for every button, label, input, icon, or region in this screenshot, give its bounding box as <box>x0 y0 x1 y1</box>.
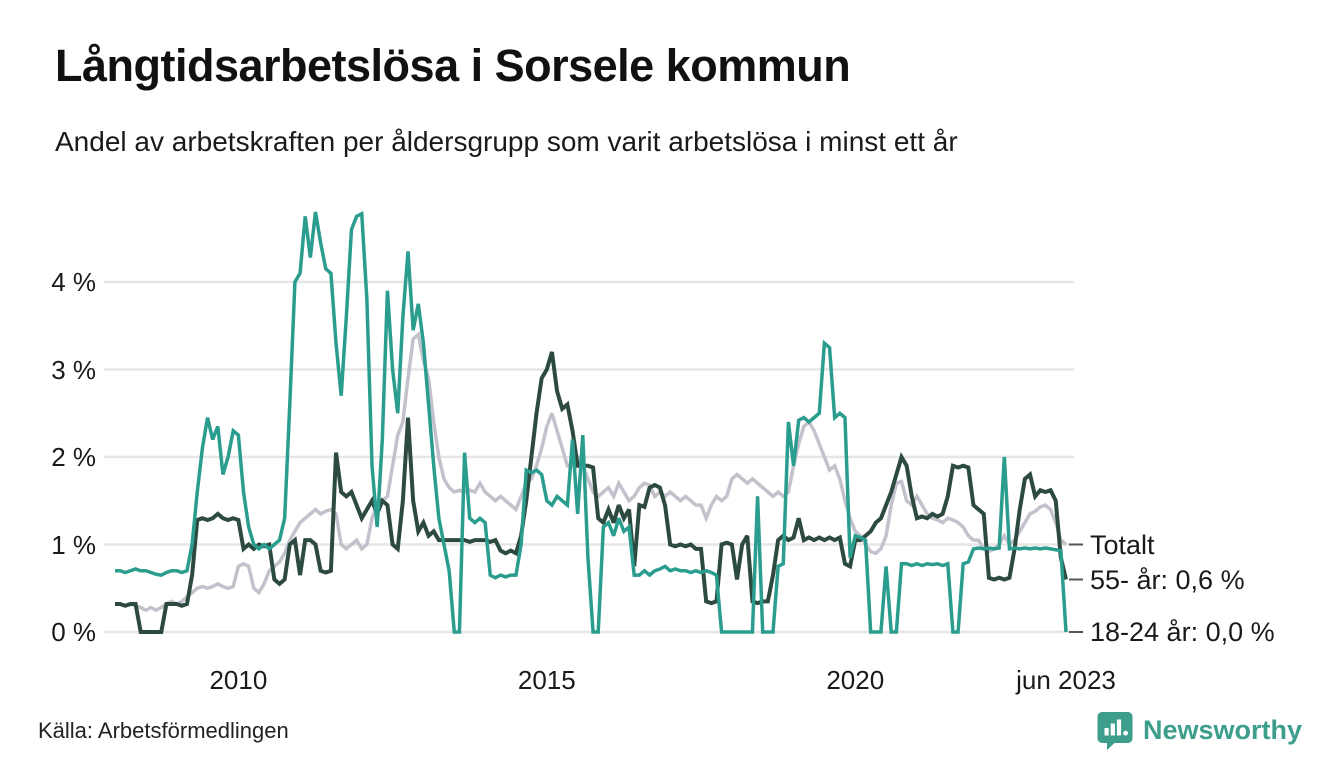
y-axis-tick-label: 1 % <box>51 529 96 560</box>
x-axis-tick-label: jun 2023 <box>1016 665 1116 695</box>
x-axis-tick-label: 2020 <box>826 665 885 695</box>
series-line-18-24-r <box>115 210 1068 634</box>
y-axis-tick-label: 4 % <box>51 267 96 297</box>
x-axis-tick-label: 2015 <box>517 665 576 695</box>
series-line-55-r <box>115 351 1068 634</box>
y-axis-tick-label: 3 % <box>51 354 96 385</box>
page-title: Långtidsarbetslösa i Sorsele kommun <box>55 40 851 91</box>
series-end-label-totalt: Totalt <box>1090 529 1155 560</box>
y-axis-tick-label: 0 % <box>51 617 96 647</box>
series-end-label-55: 55- år: 0,6 % <box>1090 564 1245 595</box>
newsworthy-logo-icon <box>1096 710 1134 750</box>
series-line-totalt <box>115 331 1068 613</box>
newsworthy-brand: Newsworthy <box>1096 710 1302 750</box>
newsworthy-brand-text: Newsworthy <box>1142 714 1302 745</box>
chart-subtitle: Andel av arbetskraften per åldersgrupp s… <box>55 126 958 157</box>
series-end-label-18-24: 18-24 år: 0,0 % <box>1090 617 1275 647</box>
source-note: Källa: Arbetsförmedlingen <box>38 718 289 743</box>
x-axis-tick-label: 2010 <box>209 665 268 695</box>
y-axis-tick-label: 2 % <box>51 442 96 472</box>
